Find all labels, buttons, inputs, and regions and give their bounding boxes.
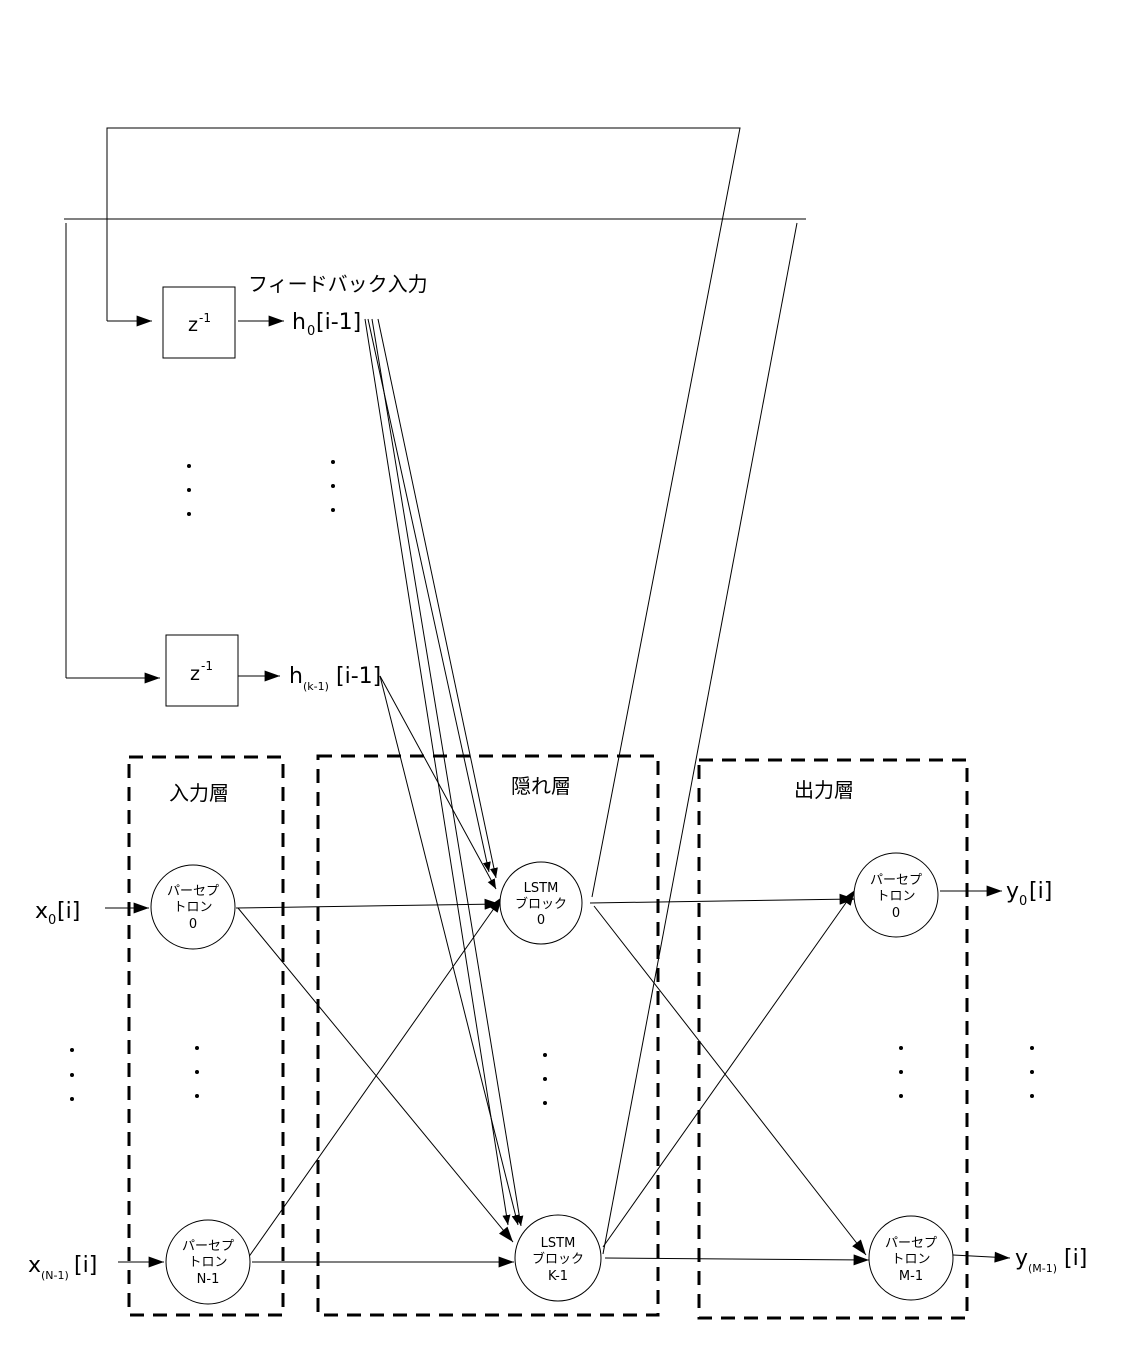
node-line: ブロック bbox=[532, 1251, 584, 1267]
hidden-layer-label: 隠れ層 bbox=[511, 774, 571, 798]
feedback-line-h0 bbox=[106, 127, 741, 898]
lstm-block-k-1: LSTM ブロック K-1 bbox=[514, 1214, 602, 1302]
feedback-lines bbox=[64, 127, 806, 1255]
edge-inN-lstm0 bbox=[247, 896, 503, 1259]
output-node-m-1: パーセプ トロン M-1 bbox=[868, 1215, 954, 1301]
x0-subscript: 0 bbox=[48, 913, 56, 928]
yM-suffix: [i] bbox=[1064, 1246, 1087, 1271]
input-label-x0: x 0 [i] bbox=[35, 899, 80, 928]
edge-lstm0-out0 bbox=[589, 893, 856, 905]
y0-subscript: 0 bbox=[1019, 894, 1027, 909]
hidden-layer-frame bbox=[316, 754, 660, 1317]
delay-symbol: z bbox=[190, 663, 200, 685]
node-line: パーセプ bbox=[167, 884, 219, 899]
ellipsis-input-layer bbox=[195, 1046, 199, 1098]
delay-exponent: -1 bbox=[201, 659, 213, 673]
ellipsis-output-layer bbox=[899, 1046, 903, 1098]
h0-suffix: [i-1] bbox=[316, 310, 361, 335]
node-line: トロン bbox=[173, 900, 212, 915]
yM-base: y bbox=[1015, 1246, 1028, 1271]
node-line: 0 bbox=[189, 917, 197, 932]
h0-subscript: 0 bbox=[307, 324, 315, 339]
output-arrow-yM bbox=[952, 1251, 1011, 1263]
ellipsis-feedback-left bbox=[187, 464, 191, 516]
xN-subscript: (N-1) bbox=[41, 1269, 69, 1282]
node-line: パーセプ bbox=[870, 873, 922, 888]
output-label-yM: y (M-1) [i] bbox=[1015, 1246, 1087, 1275]
edge-lstmK-outM bbox=[604, 1254, 870, 1266]
ellipsis-hidden-layer bbox=[543, 1053, 547, 1105]
hk-subscript: (k-1) bbox=[303, 680, 329, 693]
edge-lstm0-outM bbox=[593, 905, 867, 1256]
lstm-block-0: LSTM ブロック 0 bbox=[499, 861, 583, 945]
y0-base: y bbox=[1006, 879, 1019, 904]
hk-base: h bbox=[289, 664, 303, 689]
node-line: N-1 bbox=[197, 1272, 220, 1287]
h0-label: h 0 [i-1] bbox=[292, 310, 361, 339]
delay-block-bottom: z -1 bbox=[165, 634, 239, 707]
node-line: トロン bbox=[876, 889, 915, 904]
network-edges bbox=[235, 889, 870, 1268]
feedback-input-label: フィードバック入力 bbox=[248, 272, 428, 296]
hk-suffix: [i-1] bbox=[336, 664, 381, 689]
node-line: トロン bbox=[891, 1252, 930, 1267]
ellipsis-feedback-right bbox=[331, 460, 335, 512]
node-line: トロン bbox=[188, 1255, 227, 1270]
node-line: M-1 bbox=[899, 1269, 923, 1284]
ellipsis-inputs bbox=[70, 1048, 74, 1101]
x0-base: x bbox=[35, 899, 48, 924]
xN-base: x bbox=[28, 1253, 41, 1278]
node-line: K-1 bbox=[548, 1269, 568, 1284]
edge-in0-lstmK bbox=[237, 907, 514, 1243]
xN-suffix: [i] bbox=[74, 1253, 97, 1278]
node-line: パーセプ bbox=[885, 1236, 937, 1251]
output-layer-label: 出力層 bbox=[794, 778, 854, 802]
edge-lstmK-out0 bbox=[602, 889, 856, 1248]
input-layer-label: 入力層 bbox=[169, 781, 229, 805]
node-line: LSTM bbox=[541, 1236, 576, 1251]
input-node-n-1: パーセプ トロン N-1 bbox=[165, 1219, 251, 1305]
delay-box bbox=[165, 634, 239, 707]
feedback-line-hk bbox=[602, 222, 798, 1255]
hk-label: h (k-1) [i-1] bbox=[289, 664, 381, 693]
feedback-to-lstm-edges bbox=[364, 318, 524, 1227]
input-node-0: パーセプ トロン 0 bbox=[150, 864, 236, 950]
y0-suffix: [i] bbox=[1029, 879, 1052, 904]
delay-symbol: z bbox=[188, 314, 198, 336]
output-label-y0: y 0 [i] bbox=[1006, 879, 1052, 909]
input-layer-frame bbox=[127, 755, 285, 1317]
x0-suffix: [i] bbox=[57, 899, 80, 924]
ellipsis-outputs bbox=[1030, 1046, 1034, 1098]
node-line: LSTM bbox=[524, 881, 559, 896]
delay-box bbox=[162, 286, 236, 359]
node-line: 0 bbox=[537, 913, 545, 928]
node-line: パーセプ bbox=[182, 1239, 234, 1254]
h0-base: h bbox=[292, 310, 306, 335]
node-line: 0 bbox=[892, 906, 900, 921]
delay-exponent: -1 bbox=[199, 311, 211, 325]
output-node-0: パーセプ トロン 0 bbox=[853, 852, 939, 938]
input-label-xN: x (N-1) [i] bbox=[28, 1253, 97, 1282]
edge-in0-lstm0 bbox=[235, 898, 501, 910]
node-line: ブロック bbox=[515, 896, 567, 912]
yM-subscript: (M-1) bbox=[1028, 1262, 1057, 1275]
delay-block-top: z -1 bbox=[162, 286, 236, 359]
